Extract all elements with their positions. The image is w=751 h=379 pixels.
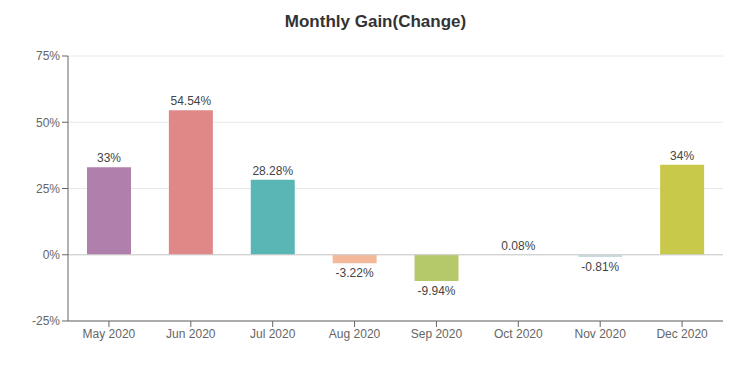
svg-text:-0.81%: -0.81% [581,260,619,274]
svg-text:Oct 2020: Oct 2020 [494,327,543,341]
svg-text:-3.22%: -3.22% [336,266,374,280]
svg-text:May 2020: May 2020 [83,327,136,341]
svg-text:0.08%: 0.08% [501,239,535,253]
svg-text:54.54%: 54.54% [171,94,212,108]
svg-text:Dec 2020: Dec 2020 [656,327,708,341]
html-text:Monthly Gain(Change): Monthly Gain(Change) [284,12,467,31]
svg-text:Nov 2020: Nov 2020 [575,327,627,341]
svg-text:25%: 25% [36,182,60,196]
svg-text:28.28%: 28.28% [252,164,293,178]
svg-text:0%: 0% [43,248,61,262]
svg-text:-25%: -25% [32,314,60,328]
svg-text:34%: 34% [670,149,694,163]
svg-text:33%: 33% [97,151,121,165]
svg-text:Sep 2020: Sep 2020 [411,327,463,341]
svg-text:Jul 2020: Jul 2020 [250,327,296,341]
svg-text:-9.94%: -9.94% [417,284,455,298]
svg-text:50%: 50% [36,116,60,130]
svg-text:75%: 75% [36,49,60,63]
svg-text:Aug 2020: Aug 2020 [329,327,381,341]
svg-text:Jun 2020: Jun 2020 [166,327,216,341]
